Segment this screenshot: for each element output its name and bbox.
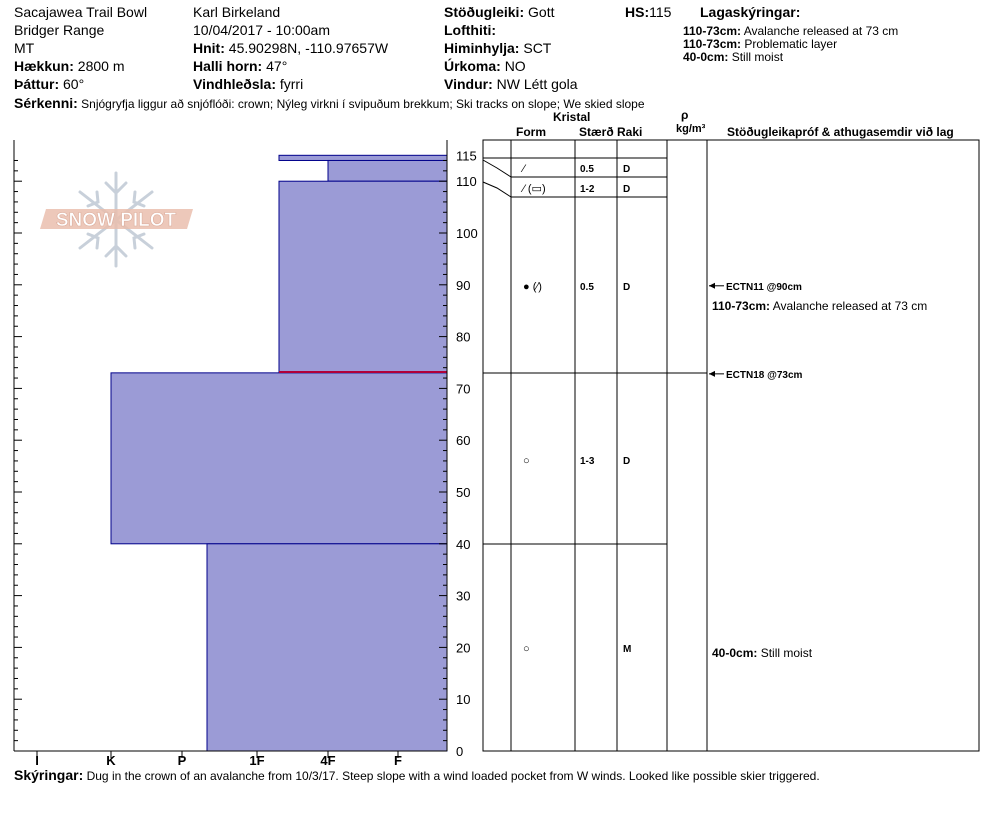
y-tick-label: 70: [456, 381, 470, 396]
hardness-bar: [278, 180, 448, 374]
layer-moisture: D: [623, 164, 630, 175]
elevation: Hækkun: 2800 m: [14, 58, 125, 74]
layer-moisture: D: [623, 282, 630, 293]
hardness-bar: [327, 159, 448, 182]
aspect: Þáttur: 60°: [14, 76, 85, 92]
x-tick-label: 1F: [249, 753, 264, 768]
precipitation: Úrkoma: NO: [444, 58, 526, 74]
y-tick-label: 40: [456, 537, 470, 552]
observer: Karl Birkeland: [193, 4, 281, 20]
layer-form: ● (⁄): [523, 281, 542, 293]
state: MT: [14, 40, 35, 56]
y-tick-label: 60: [456, 433, 470, 448]
legend-item: 110-73cm: Problematic layer: [683, 37, 838, 51]
snowpilot-logo: SNOW PILOT: [40, 171, 193, 268]
x-tick-label: I: [35, 753, 39, 768]
layer-comment: 110-73cm: Avalanche released at 73 cm: [712, 299, 927, 313]
layer-comment: 40-0cm: Still moist: [712, 646, 813, 660]
slope-angle: Halli horn: 47°: [193, 58, 288, 74]
test-result: ECTN11 @90cm: [726, 282, 802, 293]
col-density-symbol: ρ: [681, 108, 689, 122]
hardness-bar: [110, 372, 448, 545]
hardness-bar: [206, 543, 448, 752]
test-arrowhead: [709, 370, 715, 377]
y-tick-label: 10: [456, 692, 470, 707]
layer-form: ○: [523, 455, 530, 467]
air-temp: Lofthiti:: [444, 22, 497, 38]
col-crystal: Kristal: [553, 110, 591, 124]
location: Sacajawea Trail Bowl: [14, 4, 148, 20]
x-tick-label: K: [106, 753, 116, 768]
wind: Vindur: NW Létt gola: [444, 76, 578, 92]
y-tick-label: 0: [456, 744, 463, 759]
layer-size: 1-2: [580, 184, 595, 195]
layer-moisture: D: [623, 184, 630, 195]
col-tests: Stöðugleikapróf & athugasemdir við lag: [727, 125, 954, 139]
y-tick-label: 80: [456, 330, 470, 345]
col-form: Form: [516, 125, 546, 139]
col-density-unit: kg/m³: [676, 123, 706, 135]
x-tick-label: 4F: [320, 753, 335, 768]
coordinates: Hnit: 45.90298N, -110.97657W: [193, 40, 389, 56]
datetime: 10/04/2017 - 10:00am: [193, 22, 330, 38]
layer-form: ○: [523, 643, 530, 655]
watermark-text: SNOW PILOT: [56, 210, 177, 231]
y-tick-label: 90: [456, 278, 470, 293]
layer-form: ⁄ (▭): [520, 183, 546, 195]
y-tick-label: 100: [456, 226, 478, 241]
layer-size: 0.5: [580, 164, 594, 175]
features: Sérkenni: Snjógryfja liggur að snjóflóði…: [14, 95, 645, 111]
test-arrowhead: [709, 282, 715, 289]
x-tick-label: P: [178, 753, 187, 768]
legend-item: 110-73cm: Avalanche released at 73 cm: [683, 24, 899, 38]
col-moisture: Raki: [617, 125, 643, 139]
y-tick-label: 115: [456, 148, 477, 163]
stability: Stöðugleiki: Gott: [444, 4, 555, 20]
test-result: ECTN18 @73cm: [726, 370, 803, 381]
snow-height: HS:115: [625, 4, 672, 20]
footer-comments: Skýringar: Dug in the crown of an avalan…: [14, 767, 820, 783]
hardness-bar: [278, 154, 448, 161]
sky-cover: Himinhylja: SCT: [444, 40, 552, 56]
wind-loading: Vindhleðsla: fyrri: [193, 76, 304, 92]
legend-item: 40-0cm: Still moist: [683, 50, 784, 64]
legend-title: Lagaskýringar:: [700, 4, 801, 20]
x-tick-label: F: [394, 753, 402, 768]
layer-moisture: M: [623, 644, 631, 655]
y-tick-label: 20: [456, 640, 470, 655]
layer-size: 0.5: [580, 282, 594, 293]
y-tick-label: 110: [456, 174, 477, 189]
col-size: Stærð: [579, 125, 614, 139]
y-tick-label: 30: [456, 589, 470, 604]
layer-size: 1-3: [580, 456, 595, 467]
range: Bridger Range: [14, 22, 105, 38]
y-tick-label: 50: [456, 485, 470, 500]
layer-form: ⁄: [520, 163, 527, 175]
layer-moisture: D: [623, 456, 630, 467]
